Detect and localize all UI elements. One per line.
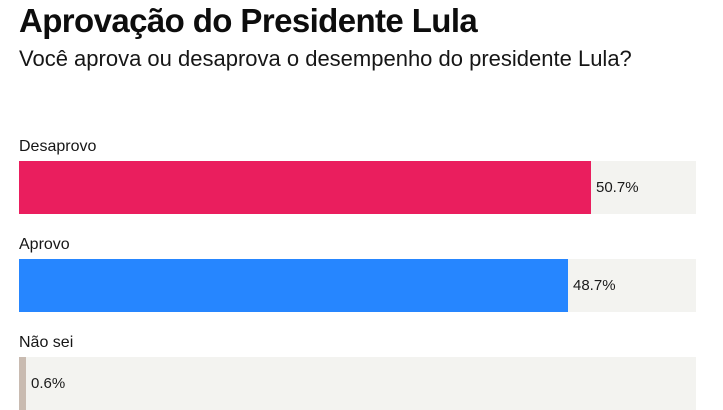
bar-track-aprovo: 48.7% xyxy=(19,259,696,312)
bar-label-desaprovo: Desaprovo xyxy=(19,138,97,155)
bar-nao-sei xyxy=(19,357,26,410)
bar-track-desaprovo: 50.7% xyxy=(19,161,696,214)
bar-value-aprovo: 48.7% xyxy=(573,277,616,294)
bar-value-desaprovo: 50.7% xyxy=(596,179,639,196)
bar-track-nao-sei: 0.6% xyxy=(19,357,696,410)
bar-value-nao-sei: 0.6% xyxy=(31,375,66,392)
chart-title: Aprovação do Presidente Lula xyxy=(19,2,478,39)
chart-subtitle: Você aprova ou desaprova o desempenho do… xyxy=(19,46,632,71)
bar-label-nao-sei: Não sei xyxy=(19,334,74,351)
bar-aprovo xyxy=(19,259,568,312)
bar-label-aprovo: Aprovo xyxy=(19,236,70,253)
bar-desaprovo xyxy=(19,161,591,214)
